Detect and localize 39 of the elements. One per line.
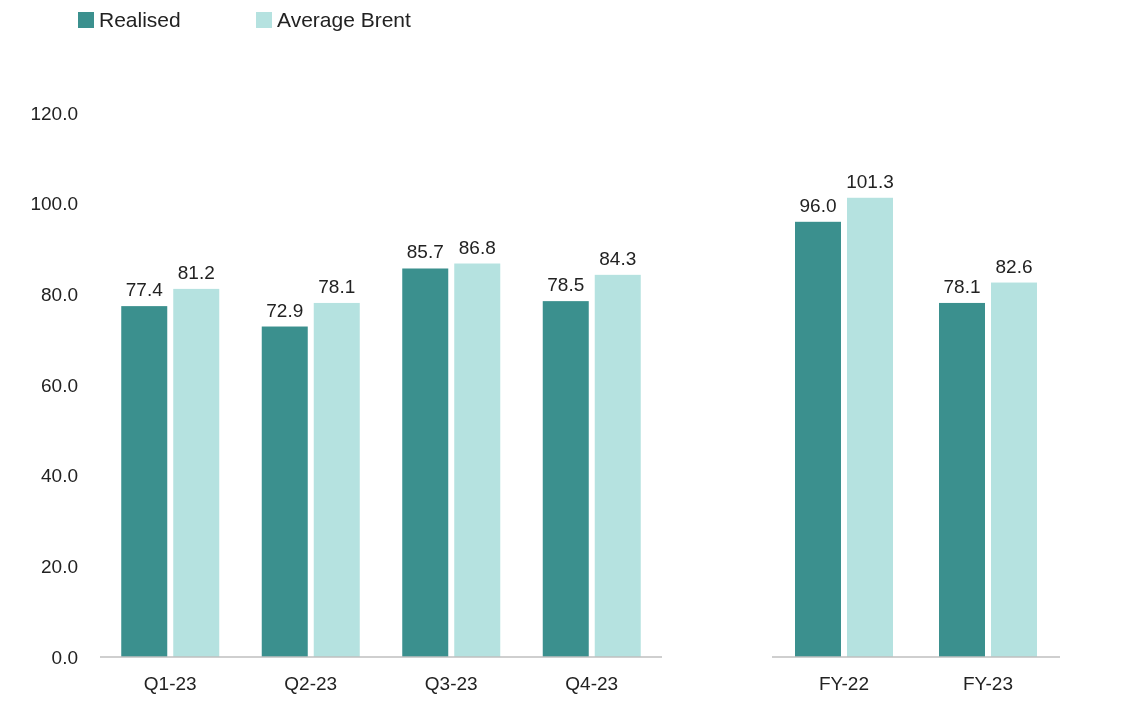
- x-tick-label: Q2-23: [284, 673, 338, 694]
- bar: [795, 221, 841, 657]
- x-tick-label: FY-23: [963, 673, 1013, 694]
- bar: [313, 302, 360, 657]
- data-label: 78.5: [547, 274, 585, 296]
- y-tick-label: 20.0: [41, 555, 78, 577]
- bar: [542, 301, 589, 657]
- data-label: 77.4: [125, 279, 164, 301]
- data-label: 78.1: [943, 275, 981, 297]
- data-label: 78.1: [318, 275, 356, 297]
- y-tick-label: 40.0: [41, 465, 78, 487]
- y-tick-label: 120.0: [30, 102, 78, 124]
- data-label: 81.2: [177, 261, 215, 283]
- legend-label: Realised: [99, 8, 181, 32]
- data-label: 96.0: [799, 194, 837, 216]
- bar: [173, 288, 220, 657]
- data-label: 82.6: [995, 255, 1033, 277]
- bar: [594, 274, 641, 657]
- data-label: 72.9: [266, 299, 304, 321]
- data-label: 86.8: [458, 236, 496, 258]
- x-tick-label: Q1-23: [143, 673, 197, 694]
- y-tick-label: 0.0: [51, 646, 78, 668]
- data-label: 101.3: [846, 170, 894, 192]
- legend-label: Average Brent: [277, 8, 412, 32]
- y-tick-label: 100.0: [30, 193, 78, 215]
- bar: [454, 263, 501, 657]
- bar: [121, 306, 168, 657]
- y-tick-label: 80.0: [41, 283, 78, 305]
- bar: [261, 326, 308, 657]
- bar: [402, 268, 449, 657]
- y-tick-label: 60.0: [41, 374, 78, 396]
- x-tick-label: Q4-23: [565, 673, 619, 694]
- x-tick-label: FY-22: [819, 673, 869, 694]
- data-label: 84.3: [599, 247, 637, 269]
- bar: [991, 282, 1037, 657]
- data-label: 85.7: [406, 241, 444, 263]
- bar: [847, 197, 893, 657]
- x-tick-label: Q3-23: [424, 673, 478, 694]
- bar: [939, 302, 985, 657]
